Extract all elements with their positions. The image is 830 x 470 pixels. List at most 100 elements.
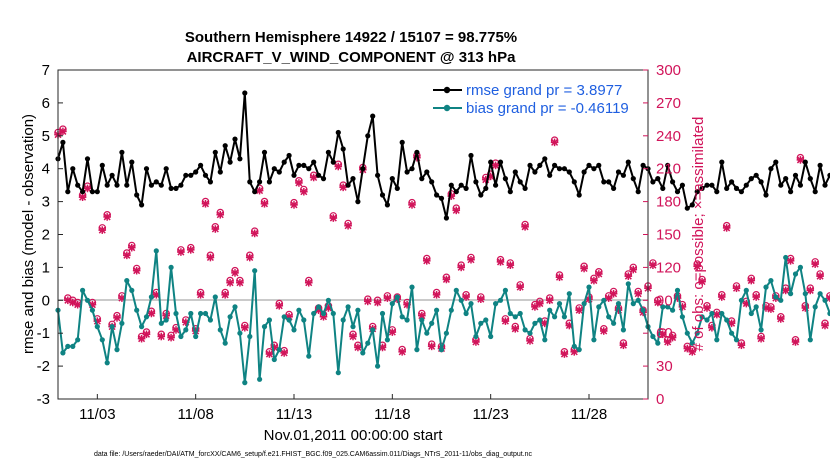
- bias-point: [827, 310, 830, 317]
- rmse-point: [242, 90, 248, 96]
- chart-subtitle: AIRCRAFT_V_WIND_COMPONENT @ 313 hPa: [187, 49, 517, 66]
- y-tick-label: 0: [42, 292, 50, 309]
- bias-point: [394, 294, 400, 300]
- bias-point: [488, 333, 494, 340]
- rmse-point: [114, 182, 120, 188]
- bias-point: [173, 310, 179, 317]
- legend-rmse-label: rmse grand pr = 3.8977: [466, 82, 622, 99]
- obs-assimilated-point: [467, 255, 475, 264]
- obs-assimilated-point: [221, 291, 229, 299]
- obs-assimilated-point: [472, 338, 480, 346]
- obs-assimilated-point: [693, 262, 701, 271]
- rmse-point: [316, 172, 322, 178]
- rmse-point: [70, 166, 76, 172]
- bias-point: [80, 287, 86, 293]
- obs-assimilated-point: [477, 295, 485, 304]
- x-tick-label: 11/13: [276, 406, 312, 423]
- obs-assimilated-point: [821, 321, 829, 330]
- rmse-point: [547, 172, 553, 178]
- rmse-point: [625, 159, 631, 165]
- obs-assimilated-point: [265, 350, 274, 358]
- bias-point: [783, 254, 789, 261]
- x-axis-label: Nov.01,2011 00:00:00 start: [264, 427, 444, 444]
- obs-assimilated-point: [427, 342, 436, 351]
- rmse-point: [99, 162, 105, 168]
- rmse-point: [468, 152, 474, 159]
- bias-point: [453, 287, 459, 293]
- obs-assimilated-point: [717, 293, 726, 301]
- obs-assimilated-point: [491, 161, 500, 170]
- rmse-point: [743, 182, 749, 188]
- rmse-point: [773, 159, 779, 165]
- rmse-point: [517, 179, 523, 185]
- rmse-point: [257, 179, 263, 185]
- obs-assimilated-point: [742, 299, 751, 308]
- obs-assimilated-point: [132, 266, 141, 275]
- rmse-point: [89, 189, 95, 195]
- obs-assimilated-point: [658, 330, 667, 339]
- y2-tick-label: 0: [656, 391, 664, 408]
- rmse-point: [665, 162, 671, 168]
- bias-point: [552, 314, 558, 320]
- obs-assimilated-point: [536, 299, 544, 308]
- rmse-point: [502, 176, 508, 182]
- rmse-point: [650, 179, 656, 185]
- rmse-point: [576, 192, 582, 198]
- obs-assimilated-point: [231, 269, 239, 277]
- tick-layer: 11/03 11/08 11/13 11/18 11/23 11/28 -3 -2 -1 0 1 2 3…: [37, 62, 681, 423]
- rmse-point: [168, 185, 174, 191]
- bias-point: [532, 320, 538, 326]
- y-tick-label: 3: [42, 194, 50, 211]
- bias-point: [581, 301, 587, 307]
- bias-point: [168, 264, 174, 270]
- obs-assimilated-point: [142, 330, 151, 339]
- rmse-point: [542, 156, 548, 162]
- bias-point: [635, 297, 641, 303]
- rmse-point: [306, 166, 312, 172]
- bias-point: [812, 304, 818, 310]
- bias-point: [163, 317, 169, 323]
- rmse-point: [694, 189, 700, 195]
- obs-assimilated-point: [147, 309, 156, 318]
- series-layer: [54, 90, 830, 386]
- bias-point: [615, 301, 622, 307]
- rmse-point: [507, 189, 513, 195]
- rmse-point: [640, 162, 646, 168]
- bias-point: [232, 304, 238, 310]
- obs-assimilated-point: [241, 323, 249, 332]
- obs-assimilated-point: [373, 298, 382, 307]
- rmse-point: [286, 152, 292, 159]
- bias-point: [355, 307, 361, 313]
- rmse-point: [552, 162, 558, 168]
- bias-point: [448, 307, 454, 313]
- rmse-point: [635, 189, 641, 195]
- bias-point: [724, 317, 730, 323]
- obs-assimilated-point: [211, 225, 220, 233]
- bias-point: [222, 340, 228, 346]
- bias-point: [320, 310, 327, 317]
- obs-assimilated-point: [127, 243, 136, 252]
- bias-point: [743, 287, 749, 293]
- bias-point: [340, 317, 346, 323]
- obs-assimilated-point: [226, 278, 234, 287]
- rmse-point: [473, 179, 479, 185]
- bias-point: [547, 307, 553, 313]
- rmse-point: [566, 169, 572, 175]
- bias-point: [630, 301, 636, 307]
- y-tick-label: 5: [42, 128, 50, 145]
- rmse-point: [370, 113, 376, 119]
- obs-assimilated-point: [250, 229, 259, 238]
- y2-tick-label: 120: [656, 259, 681, 276]
- bias-point: [493, 301, 499, 307]
- bias-point: [286, 317, 292, 323]
- bias-point: [684, 330, 690, 336]
- rmse-point: [537, 162, 543, 168]
- rmse-point: [143, 166, 150, 172]
- rmse-point: [571, 179, 577, 185]
- rmse-point: [615, 169, 622, 175]
- y2-tick-label: 210: [656, 161, 681, 178]
- rmse-point: [419, 176, 425, 182]
- obs-assimilated-point: [609, 289, 618, 298]
- bias-point: [207, 317, 213, 323]
- bias-point: [237, 330, 243, 336]
